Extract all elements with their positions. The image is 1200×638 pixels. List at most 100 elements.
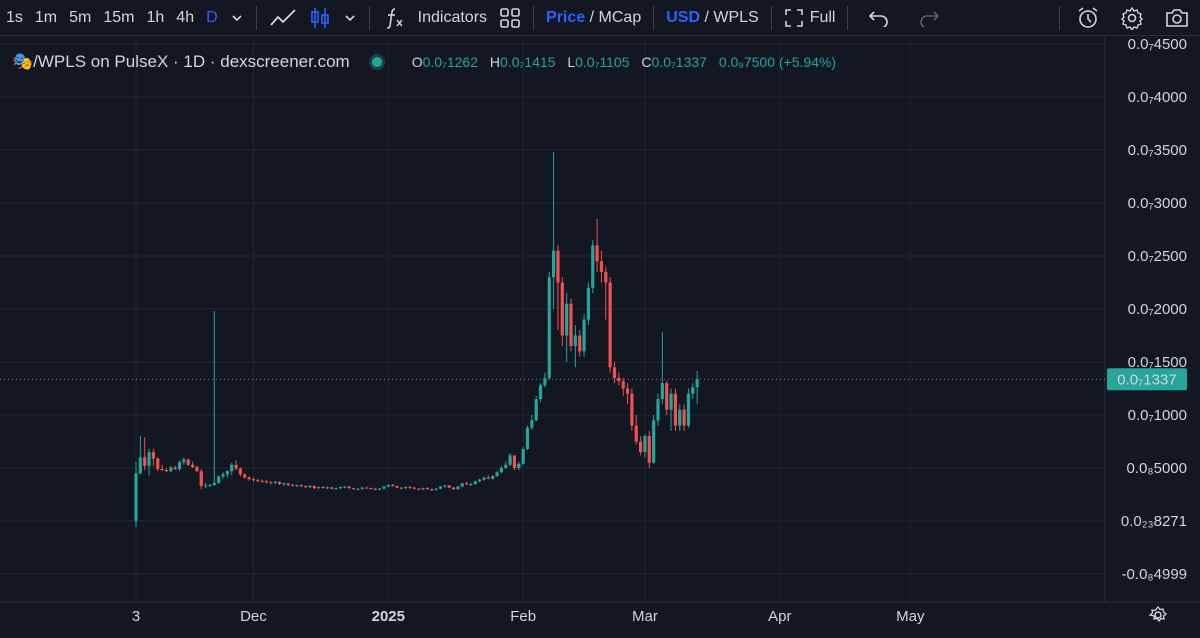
- candle-body: [382, 486, 386, 489]
- candle-body: [343, 486, 347, 488]
- candle-body: [256, 480, 260, 482]
- interval-1m[interactable]: 1m: [34, 8, 58, 26]
- undo-icon[interactable]: [854, 0, 904, 36]
- high-value: 0.0₇1415: [500, 54, 556, 70]
- mcap-option[interactable]: MCap: [598, 8, 642, 26]
- interval-4h[interactable]: 4h: [176, 8, 195, 26]
- price-tick-label: 0.0₈5000: [1127, 460, 1187, 477]
- candle-body: [686, 393, 691, 426]
- open-key: O: [411, 54, 423, 70]
- candle-body: [634, 425, 638, 442]
- candle-body: [599, 261, 604, 272]
- toolbar-divider: [533, 5, 535, 30]
- candle-body: [360, 487, 364, 489]
- candle-body: [404, 487, 408, 489]
- candle-body: [447, 485, 451, 488]
- time-tick-label: Feb: [510, 608, 536, 625]
- current-price-label: 0.0₇1337: [1117, 371, 1176, 388]
- camera-icon[interactable]: [1154, 0, 1200, 36]
- pair-title[interactable]: 🎭/WPLS on PulseX · 1D · dexscreener.com: [12, 52, 350, 71]
- time-axis: 3 Dec 2025 Feb Mar Apr May: [132, 608, 925, 625]
- full-button[interactable]: Full: [809, 8, 836, 26]
- candle-body: [695, 379, 699, 388]
- wpls-option[interactable]: WPLS: [713, 8, 759, 26]
- candle-body: [190, 464, 195, 467]
- candle-body: [395, 486, 399, 488]
- interval-5m[interactable]: 5m: [69, 8, 92, 26]
- axis-settings-icon[interactable]: [1148, 605, 1168, 623]
- candle-body: [486, 477, 490, 479]
- candle-body: [473, 481, 477, 484]
- candle-body: [286, 483, 290, 485]
- open-value: 0.0₇1262: [422, 54, 478, 70]
- interval-d[interactable]: D: [206, 8, 218, 26]
- settings-gear-icon[interactable]: [1110, 0, 1154, 36]
- low-key: L: [567, 54, 576, 70]
- price-mcap-toggle[interactable]: Price / MCap: [540, 0, 647, 36]
- redo-icon[interactable]: [904, 0, 954, 36]
- fullscreen-icon[interactable]: [778, 0, 810, 36]
- price-option[interactable]: Price: [546, 8, 586, 26]
- candle-body: [269, 482, 273, 484]
- price-axis: 0.0₇4500 0.0₇4000 0.0₇3500 0.0₇3000 0.0₇2500…: [1121, 37, 1187, 583]
- candle-body: [538, 385, 543, 400]
- line-chart-icon[interactable]: [263, 0, 303, 36]
- candle-body: [195, 466, 199, 472]
- interval-1s[interactable]: 1s: [6, 8, 23, 26]
- candle-body: [308, 486, 312, 488]
- candle-body: [177, 462, 182, 470]
- candle-body: [304, 486, 308, 488]
- top-toolbar: 1s 1m 5m 15m 1h 4h D Indicators Price / …: [0, 0, 1200, 36]
- candle-body: [656, 399, 660, 421]
- candle-body: [317, 487, 321, 489]
- chevron-down-icon[interactable]: [337, 0, 363, 36]
- candle-body: [621, 381, 625, 389]
- candle-body: [595, 245, 599, 262]
- candle-body: [277, 481, 282, 484]
- candle-body: [425, 488, 430, 490]
- candle-body: [234, 464, 238, 469]
- candle-body: [160, 469, 164, 471]
- interval-15m[interactable]: 15m: [103, 8, 135, 26]
- candle-body: [582, 319, 586, 352]
- candle-body: [608, 282, 612, 368]
- currency-toggle[interactable]: USD / WPLS: [660, 0, 764, 36]
- candle-body: [299, 485, 303, 487]
- close-value: 0.0₇1337: [651, 54, 707, 70]
- change-value: 0.0₉7500 (+5.94%): [718, 54, 837, 70]
- indicators-button[interactable]: Indicators: [417, 8, 488, 26]
- candle-body: [573, 335, 577, 347]
- candle-body: [560, 282, 564, 336]
- candle-body: [138, 457, 142, 474]
- price-chart[interactable]: 0.0₇4500 0.0₇4000 0.0₇3500 0.0₇3000 0.0₇2500…: [0, 37, 1200, 638]
- candle-body: [134, 473, 138, 521]
- candle-body: [230, 464, 234, 472]
- chevron-down-icon[interactable]: [224, 0, 250, 36]
- chart-legend: 🎭/WPLS on PulseX · 1D · dexscreener.com …: [12, 50, 844, 74]
- candle-body: [456, 486, 460, 490]
- candle-body: [334, 488, 338, 490]
- price-tick-label: 0.0₇4500: [1128, 37, 1187, 53]
- candle-body: [347, 486, 351, 489]
- fx-icon[interactable]: [376, 0, 412, 36]
- candle-body: [325, 487, 329, 489]
- alert-clock-icon[interactable]: [1066, 0, 1110, 36]
- candle-body: [143, 457, 147, 466]
- candle-body: [373, 488, 377, 490]
- interval-1h[interactable]: 1h: [146, 8, 165, 26]
- price-tick-label: 0.0₂₃8271: [1121, 513, 1187, 530]
- candle-body: [412, 487, 416, 489]
- candle-body: [460, 483, 464, 487]
- candle-body: [378, 488, 382, 490]
- candle-body: [295, 485, 299, 487]
- candle-body: [630, 393, 634, 426]
- candle-body: [451, 487, 456, 490]
- candle-body: [565, 303, 569, 336]
- current-price-tag: [1107, 368, 1187, 391]
- candle-body: [182, 459, 186, 463]
- candlestick-icon[interactable]: [303, 0, 337, 36]
- candle-body: [247, 477, 251, 480]
- usd-option[interactable]: USD: [666, 8, 700, 26]
- layout-grid-icon[interactable]: [493, 0, 527, 36]
- candle-body: [612, 367, 617, 378]
